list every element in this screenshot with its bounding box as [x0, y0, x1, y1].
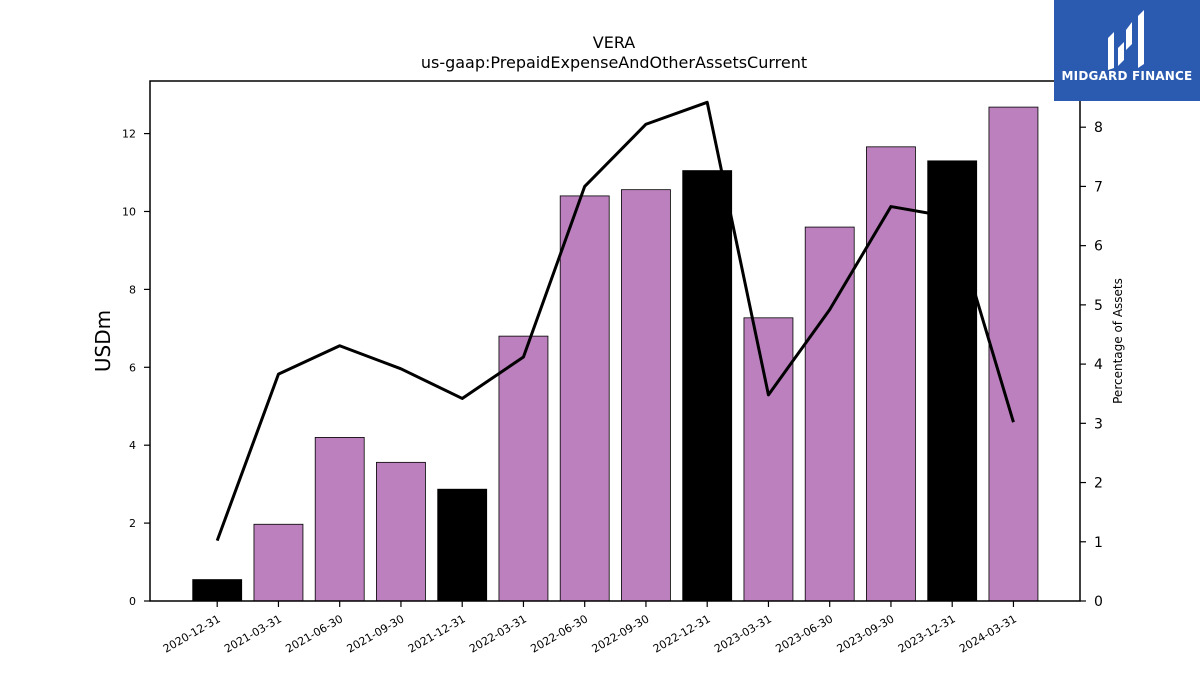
y-tick-label: 0 — [129, 595, 136, 608]
y2-tick-label: 4 — [1094, 357, 1103, 373]
x-tick-label: 2022-06-30 — [528, 612, 590, 655]
y2-axis-label: Percentage of Assets — [1111, 278, 1125, 404]
y-tick-label: 12 — [122, 128, 136, 141]
bar-2022-12-31 — [682, 170, 733, 602]
bar-2023-09-30 — [866, 146, 916, 602]
x-tick-label: 2020-12-31 — [161, 612, 223, 655]
bar-2023-06-30 — [804, 226, 855, 602]
bar-2023-03-31 — [743, 317, 794, 602]
chart-title: VERA — [593, 33, 636, 52]
bar-2021-03-31 — [253, 523, 304, 602]
y-axis-label: USDm — [91, 310, 115, 372]
bar-2023-12-31 — [927, 160, 978, 602]
y2-tick-label: 6 — [1094, 239, 1103, 255]
logo-icon — [1108, 10, 1144, 70]
y-tick-label: 8 — [129, 283, 136, 296]
x-tick-label: 2023-12-31 — [896, 612, 958, 655]
x-tick-label: 2022-03-31 — [467, 612, 529, 655]
x-tick-label: 2022-09-30 — [590, 612, 652, 655]
y-tick-label: 10 — [122, 205, 136, 218]
bar-2024-03-31 — [988, 106, 1039, 602]
x-tick-label: 2023-09-30 — [835, 612, 897, 655]
y-tick-label: 4 — [129, 439, 136, 452]
y2-tick-label: 2 — [1094, 476, 1103, 492]
y2-tick-label: 3 — [1094, 416, 1103, 432]
y2-tick-label: 7 — [1094, 179, 1103, 195]
y-axis-left: 0 2 4 6 8 10 12 — [122, 128, 150, 608]
x-tick-label: 2021-09-30 — [345, 612, 407, 655]
y-tick-label: 6 — [129, 361, 136, 374]
percentage-line — [215, 100, 1015, 542]
y-tick-label: 2 — [129, 517, 136, 530]
x-axis: 2020-12-31 2021-03-31 2021-06-30 2021-09-30… — [161, 601, 1019, 656]
bar-2022-06-30 — [559, 195, 610, 602]
bar-2021-09-30 — [376, 461, 426, 602]
x-tick-label: 2023-03-31 — [712, 612, 774, 655]
bar-2021-06-30 — [314, 437, 365, 602]
bar-2022-03-31 — [498, 335, 549, 602]
bar-2021-12-31 — [437, 488, 488, 602]
plot-frame — [149, 80, 1081, 602]
y2-tick-label: 0 — [1094, 594, 1103, 610]
x-tick-label: 2024-03-31 — [957, 612, 1019, 655]
chart-subtitle: us-gaap:PrepaidExpenseAndOtherAssetsCurr… — [421, 53, 807, 72]
logo-text: MIDGARD FINANCE — [1061, 69, 1193, 83]
line-layer — [215, 100, 1015, 542]
x-tick-label: 2021-06-30 — [283, 612, 345, 655]
bar-2022-09-30 — [621, 189, 671, 602]
y2-tick-label: 5 — [1094, 298, 1103, 314]
x-tick-label: 2022-12-31 — [651, 612, 713, 655]
bars-layer — [192, 106, 1039, 602]
y2-tick-label: 8 — [1094, 120, 1103, 136]
x-tick-label: 2021-12-31 — [406, 612, 468, 655]
x-tick-label: 2021-03-31 — [222, 612, 284, 655]
y-axis-right: 0 1 2 3 4 5 6 7 8 — [1080, 120, 1103, 610]
y2-tick-label: 1 — [1094, 535, 1103, 551]
company-logo: MIDGARD FINANCE — [1054, 0, 1200, 101]
bar-2020-12-31 — [192, 579, 243, 602]
x-tick-label: 2023-06-30 — [773, 612, 835, 655]
